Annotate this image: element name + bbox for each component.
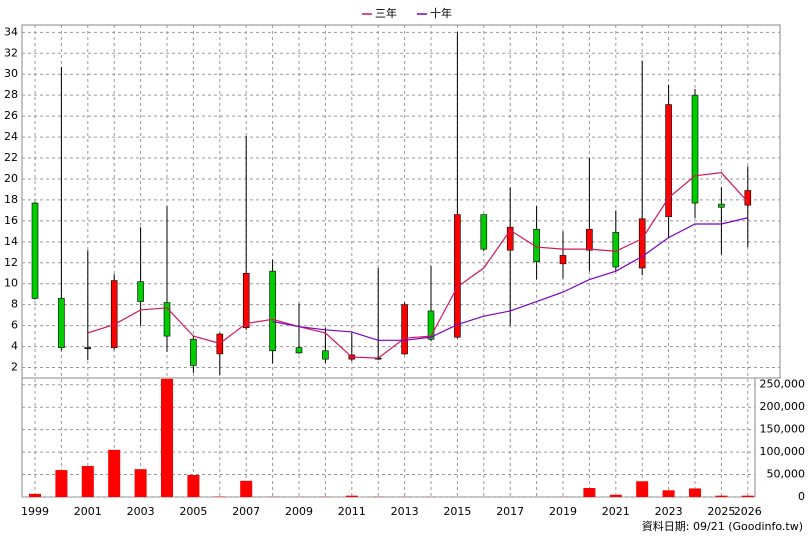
candle-body bbox=[506, 226, 514, 251]
source-note: 資料日期: 09/21 (Goodinfo.tw) bbox=[642, 519, 803, 533]
y-tick-label: 0 bbox=[798, 490, 805, 503]
y-tick-label: 14 bbox=[4, 235, 18, 248]
candle-body bbox=[559, 255, 567, 265]
volume-bar bbox=[662, 490, 675, 497]
y-tick-label: 22 bbox=[4, 151, 18, 164]
candle-body bbox=[58, 298, 65, 348]
y-tick-label: 20 bbox=[4, 172, 18, 185]
x-tick-label: 2017 bbox=[496, 505, 524, 518]
y-tick-label: 26 bbox=[4, 109, 18, 122]
volume-bar bbox=[55, 470, 68, 497]
y-tick-label: 150,000 bbox=[760, 423, 806, 436]
candle-body bbox=[242, 272, 250, 329]
y-tick-label: 34 bbox=[4, 25, 18, 38]
volume-bar bbox=[689, 488, 701, 497]
volume-bar bbox=[741, 495, 754, 497]
x-tick-label: 2023 bbox=[655, 505, 683, 518]
candle-body bbox=[665, 104, 672, 217]
y-tick-label: 24 bbox=[4, 130, 18, 143]
x-tick-label: 2005 bbox=[179, 505, 207, 518]
candle-body bbox=[480, 214, 488, 250]
candle-body bbox=[84, 347, 92, 349]
y-tick-label: 18 bbox=[4, 193, 18, 206]
y-tick-label: 100,000 bbox=[760, 445, 806, 458]
candle-body bbox=[718, 203, 725, 208]
x-tick-label: 2019 bbox=[549, 505, 577, 518]
candle-body bbox=[744, 190, 752, 206]
x-tick-label: 2003 bbox=[127, 505, 155, 518]
x-tick-label: 2026 bbox=[734, 505, 762, 518]
x-tick-label: 2009 bbox=[285, 505, 313, 518]
legend-label: 十年 bbox=[430, 6, 452, 20]
candle-body bbox=[137, 281, 144, 302]
candle-body bbox=[269, 270, 276, 352]
y-tick-label: 28 bbox=[4, 88, 18, 101]
ma-line bbox=[87, 172, 749, 359]
x-tick-label: 2001 bbox=[74, 505, 102, 518]
candle-body bbox=[31, 202, 39, 299]
candle-body bbox=[586, 228, 593, 251]
candle-body bbox=[401, 304, 408, 355]
y-tick-label: 16 bbox=[4, 214, 18, 227]
y-tick-label: 50,000 bbox=[767, 468, 806, 481]
y-tick-label: 2 bbox=[11, 361, 18, 374]
candle-body bbox=[163, 302, 171, 337]
candle-body bbox=[454, 214, 461, 338]
y-tick-label: 10 bbox=[4, 277, 18, 290]
x-tick-label: 1999 bbox=[21, 505, 49, 518]
volume-bar bbox=[81, 466, 94, 497]
volume-bar bbox=[715, 495, 728, 497]
x-tick-label: 2007 bbox=[232, 505, 260, 518]
x-tick-label: 2021 bbox=[602, 505, 630, 518]
candle-body bbox=[691, 94, 699, 204]
candle-body bbox=[295, 347, 303, 354]
y-tick-label: 200,000 bbox=[760, 400, 806, 413]
x-tick-label: 2025 bbox=[707, 505, 735, 518]
y-tick-label: 12 bbox=[4, 256, 18, 269]
candle-body bbox=[190, 338, 197, 366]
y-tick-label: 32 bbox=[4, 46, 18, 59]
volume-frame bbox=[21, 377, 756, 498]
candle-body bbox=[110, 280, 118, 348]
y-tick-label: 4 bbox=[11, 340, 18, 353]
volume-bar bbox=[609, 494, 622, 497]
volume-bar bbox=[161, 378, 173, 497]
candle-body bbox=[427, 310, 435, 340]
y-tick-label: 250,000 bbox=[760, 378, 806, 391]
x-tick-label: 2015 bbox=[443, 505, 471, 518]
ma-line bbox=[272, 217, 748, 341]
volume-bar bbox=[583, 488, 596, 497]
volume-bar bbox=[134, 469, 147, 497]
candle-body bbox=[322, 350, 329, 360]
volume-bar bbox=[636, 481, 649, 497]
x-tick-label: 2013 bbox=[391, 505, 419, 518]
legend-label: 三年 bbox=[375, 6, 397, 20]
y-tick-label: 30 bbox=[4, 67, 18, 80]
volume-bar bbox=[108, 449, 121, 497]
volume-bar bbox=[240, 480, 253, 497]
volume-bar bbox=[29, 493, 41, 497]
y-tick-label: 8 bbox=[11, 298, 18, 311]
volume-bar bbox=[187, 474, 200, 497]
x-tick-label: 2011 bbox=[338, 505, 366, 518]
volume-bar bbox=[345, 495, 358, 497]
y-tick-label: 6 bbox=[11, 319, 18, 332]
candle-body bbox=[638, 218, 646, 269]
